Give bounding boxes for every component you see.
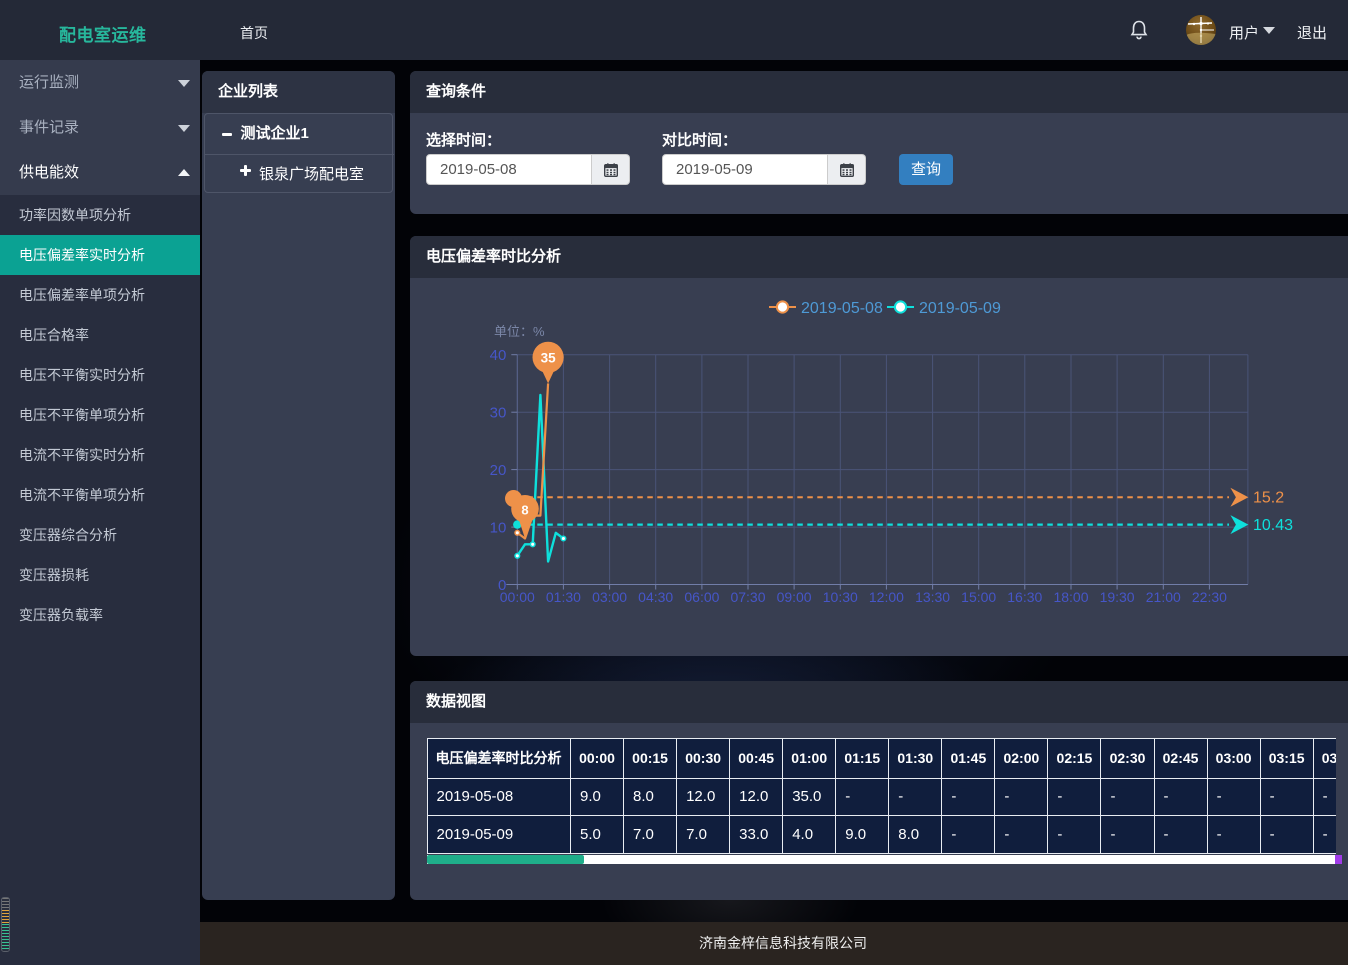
svg-text:40: 40 (490, 347, 507, 364)
svg-text:16:30: 16:30 (1007, 589, 1042, 605)
svg-text:15.2: 15.2 (1253, 490, 1284, 507)
svg-text:01:30: 01:30 (546, 589, 581, 605)
svg-text:04:30: 04:30 (638, 589, 673, 605)
svg-text:13:30: 13:30 (915, 589, 950, 605)
svg-text:10:30: 10:30 (823, 589, 858, 605)
svg-text:00:00: 00:00 (500, 589, 535, 605)
svg-text:06:00: 06:00 (684, 589, 719, 605)
svg-text:10: 10 (490, 520, 507, 537)
svg-text:2019-05-08: 2019-05-08 (801, 300, 883, 317)
svg-text:12:00: 12:00 (869, 589, 904, 605)
svg-text:单位：%: 单位：% (494, 324, 545, 339)
svg-text:21:00: 21:00 (1146, 589, 1181, 605)
svg-text:09:00: 09:00 (777, 589, 812, 605)
svg-text:8: 8 (521, 503, 528, 518)
svg-text:30: 30 (490, 405, 507, 422)
svg-text:22:30: 22:30 (1192, 589, 1227, 605)
svg-text:10.43: 10.43 (1253, 517, 1293, 534)
svg-text:07:30: 07:30 (730, 589, 765, 605)
svg-text:19:30: 19:30 (1100, 589, 1135, 605)
svg-text:2019-05-09: 2019-05-09 (919, 300, 1001, 317)
svg-text:15:00: 15:00 (961, 589, 996, 605)
svg-text:20: 20 (490, 462, 507, 479)
svg-text:03:00: 03:00 (592, 589, 627, 605)
svg-text:18:00: 18:00 (1053, 589, 1088, 605)
svg-text:0: 0 (498, 577, 506, 594)
svg-text:35: 35 (541, 351, 557, 366)
